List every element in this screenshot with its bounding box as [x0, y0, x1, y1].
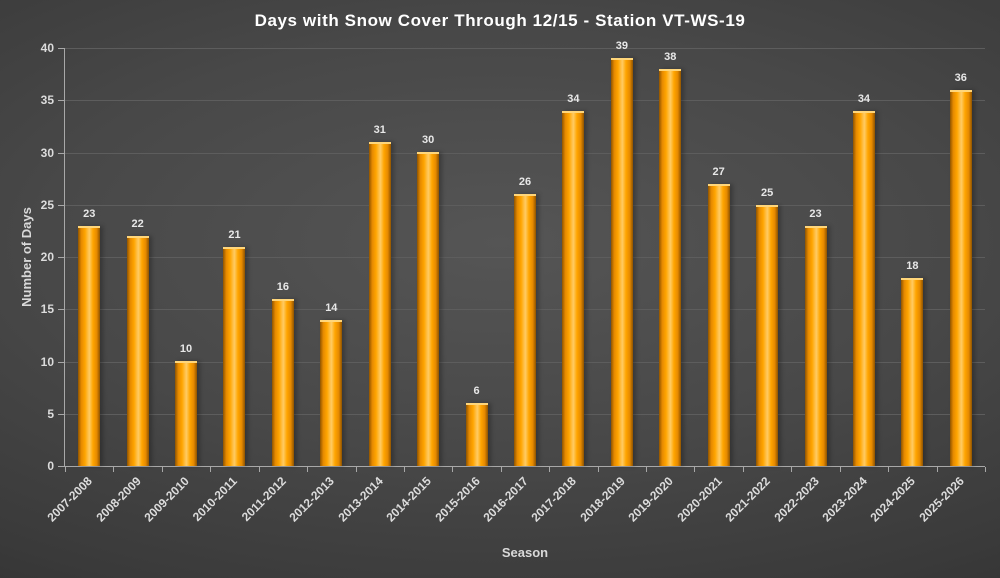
y-axis-tick [58, 309, 64, 311]
bar [127, 236, 149, 466]
bar-value-label: 31 [373, 124, 386, 136]
x-axis-tick [936, 467, 938, 472]
y-tick-label: 30 [40, 145, 54, 160]
y-tick-label: 0 [47, 459, 54, 473]
bar-value-label: 34 [857, 93, 871, 105]
x-axis-tick [403, 467, 405, 472]
plot-area: 23 22 10 21 16 14 31 30 6 26 34 39 38 27 25 23 34 18 36 [65, 40, 985, 466]
bar-value-label: 21 [228, 229, 241, 241]
x-axis-line [64, 466, 985, 467]
x-axis-tick [742, 467, 744, 472]
y-tick-label: 35 [40, 93, 54, 108]
bar [466, 403, 488, 466]
chart-title: Days with Snow Cover Through 12/15 - Sta… [254, 11, 746, 30]
x-axis-tick [113, 467, 115, 472]
bar [417, 152, 439, 466]
gridline [65, 100, 985, 102]
x-axis-tick [65, 467, 66, 472]
x-axis-tick [791, 467, 793, 472]
y-tick-label: 40 [40, 41, 54, 55]
bar-value-label: 39 [615, 40, 628, 52]
y-axis-tick [58, 361, 64, 363]
bar [369, 142, 391, 466]
bar-value-label: 14 [325, 302, 338, 314]
bar [611, 58, 633, 466]
x-axis-tick [355, 467, 357, 472]
y-axis-tick [58, 100, 64, 102]
bar [901, 278, 923, 466]
y-tick-label: 15 [40, 302, 54, 317]
x-axis-tick [839, 467, 841, 472]
bar [805, 226, 827, 466]
bar-value-label: 36 [954, 72, 967, 84]
y-axis-tick [58, 152, 64, 154]
gridline [65, 152, 985, 154]
y-axis-tick [58, 466, 64, 467]
bar-value-label: 22 [131, 218, 144, 230]
x-axis-title: Season [501, 545, 549, 560]
bar-value-label: 10 [179, 343, 193, 355]
gridline [65, 48, 985, 49]
bar [78, 226, 100, 466]
bar-value-label: 16 [276, 281, 290, 293]
bar-value-label: 23 [809, 208, 822, 220]
bar-value-label: 34 [567, 93, 580, 105]
bar [853, 111, 875, 466]
y-axis-tick [58, 48, 64, 49]
y-tick-label: 20 [40, 250, 54, 264]
bar-value-label: 26 [518, 176, 532, 188]
bar [320, 320, 342, 466]
bar [272, 299, 294, 466]
bar [708, 184, 730, 466]
x-axis-tick [694, 467, 696, 472]
bar-value-label: 18 [906, 260, 919, 272]
bar-value-label: 30 [422, 134, 435, 146]
bar [659, 69, 681, 466]
x-axis-tick [258, 467, 260, 472]
bar-value-label: 25 [760, 187, 774, 199]
x-axis-tick [549, 467, 551, 472]
y-axis-tick [58, 257, 64, 258]
bar-value-label: 6 [473, 385, 480, 397]
bar [562, 111, 584, 466]
x-axis-tick [210, 467, 212, 472]
y-axis-tick [58, 204, 64, 206]
x-axis-tick [646, 467, 648, 472]
bar [175, 361, 197, 466]
y-tick-label: 10 [40, 354, 54, 369]
x-axis-tick [888, 467, 890, 472]
x-axis-tick [452, 467, 454, 472]
y-axis-line [64, 48, 65, 467]
x-axis-tick [307, 467, 309, 472]
bar [223, 247, 245, 466]
bar-value-label: 23 [83, 208, 96, 220]
bar [756, 205, 778, 466]
bar [950, 90, 972, 466]
x-axis-tick [985, 467, 986, 472]
x-axis-tick [500, 467, 502, 472]
x-axis-tick [597, 467, 599, 472]
y-tick-label: 5 [47, 406, 54, 421]
bar-value-label: 27 [712, 166, 725, 178]
x-axis-tick [161, 467, 163, 472]
y-axis-tick [58, 413, 64, 415]
bar [514, 194, 536, 466]
y-tick-label: 25 [40, 197, 54, 212]
bar-value-label: 38 [664, 51, 677, 63]
